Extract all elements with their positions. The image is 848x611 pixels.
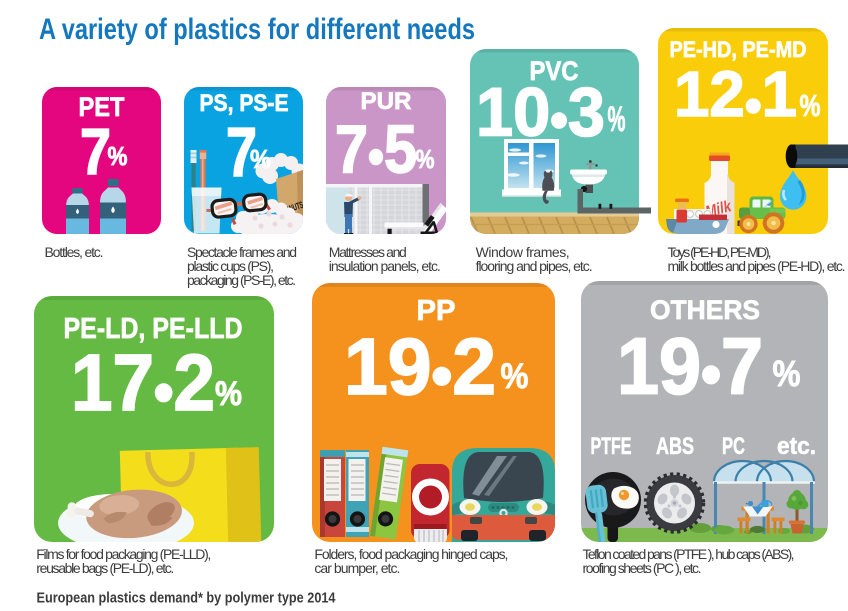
svg-text:flooring and pipes, etc.: flooring and pipes, etc. — [476, 258, 593, 274]
svg-text:%: % — [800, 88, 821, 123]
svg-text:PUR: PUR — [361, 88, 412, 115]
svg-text:Bottles, etc.: Bottles, etc. — [45, 244, 104, 260]
svg-text:17•2: 17•2 — [71, 338, 215, 427]
svg-text:car bumper, etc.: car bumper, etc. — [314, 560, 400, 576]
svg-text:10•3: 10•3 — [476, 74, 605, 151]
svg-text:Teflon coated pans (PTFE ), hu: Teflon coated pans (PTFE ), hub caps (AB… — [583, 546, 795, 562]
svg-text:Folders, food packaging hinged: Folders, food packaging hinged caps, — [314, 546, 508, 562]
svg-text:PC: PC — [722, 433, 745, 460]
svg-text:Films for food packaging (PE-L: Films for food packaging (PE-LLD), — [36, 546, 211, 562]
svg-text:PET: PET — [79, 92, 125, 122]
svg-text:ABS: ABS — [656, 433, 694, 460]
svg-text:%: % — [108, 143, 128, 171]
svg-text:7: 7 — [226, 113, 257, 191]
svg-text:roofing sheets (PC ), etc.: roofing sheets (PC ), etc. — [583, 560, 702, 576]
svg-text:plastic cups (PS),: plastic cups (PS), — [187, 258, 274, 274]
svg-text:etc.: etc. — [777, 433, 816, 460]
svg-text:Window frames,: Window frames, — [476, 244, 570, 260]
svg-text:packaging (PS-E), etc.: packaging (PS-E), etc. — [187, 272, 296, 288]
svg-text:PE-LD, PE-LLD: PE-LD, PE-LLD — [64, 313, 243, 345]
svg-text:PE-HD, PE-MD: PE-HD, PE-MD — [670, 37, 807, 62]
svg-text:insulation panels, etc.: insulation panels, etc. — [329, 258, 441, 274]
svg-text:%: % — [215, 375, 242, 413]
svg-text:PP: PP — [417, 295, 456, 327]
svg-text:%: % — [773, 353, 801, 394]
svg-text:PVC: PVC — [530, 56, 579, 86]
svg-text:PS, PS-E: PS, PS-E — [200, 90, 289, 117]
svg-text:Toys (PE-HD, PE-MD),: Toys (PE-HD, PE-MD), — [668, 244, 772, 260]
svg-text:%: % — [416, 144, 435, 174]
svg-text:A variety of plastics for diff: A variety of plastics for different need… — [39, 13, 475, 46]
svg-text:%: % — [608, 100, 626, 139]
svg-text:19•2: 19•2 — [344, 322, 496, 411]
svg-text:Spectacle frames and: Spectacle frames and — [187, 244, 297, 260]
svg-text:Mattresses and: Mattresses and — [329, 244, 407, 260]
svg-text:OTHERS: OTHERS — [650, 295, 760, 325]
svg-text:%: % — [501, 357, 529, 396]
svg-text:7: 7 — [80, 115, 111, 188]
svg-text:reusable bags (PE-LD), etc.: reusable bags (PE-LD), etc. — [36, 560, 174, 576]
svg-text:European plastics demand* by p: European plastics demand* by polymer typ… — [37, 590, 337, 607]
svg-text:PTFE: PTFE — [591, 433, 632, 460]
svg-text:%: % — [250, 146, 271, 174]
svg-text:12•1: 12•1 — [674, 58, 797, 133]
svg-text:milk bottles and pipes (PE-HD): milk bottles and pipes (PE-HD), etc. — [668, 258, 846, 274]
svg-text:19•7: 19•7 — [617, 322, 763, 411]
